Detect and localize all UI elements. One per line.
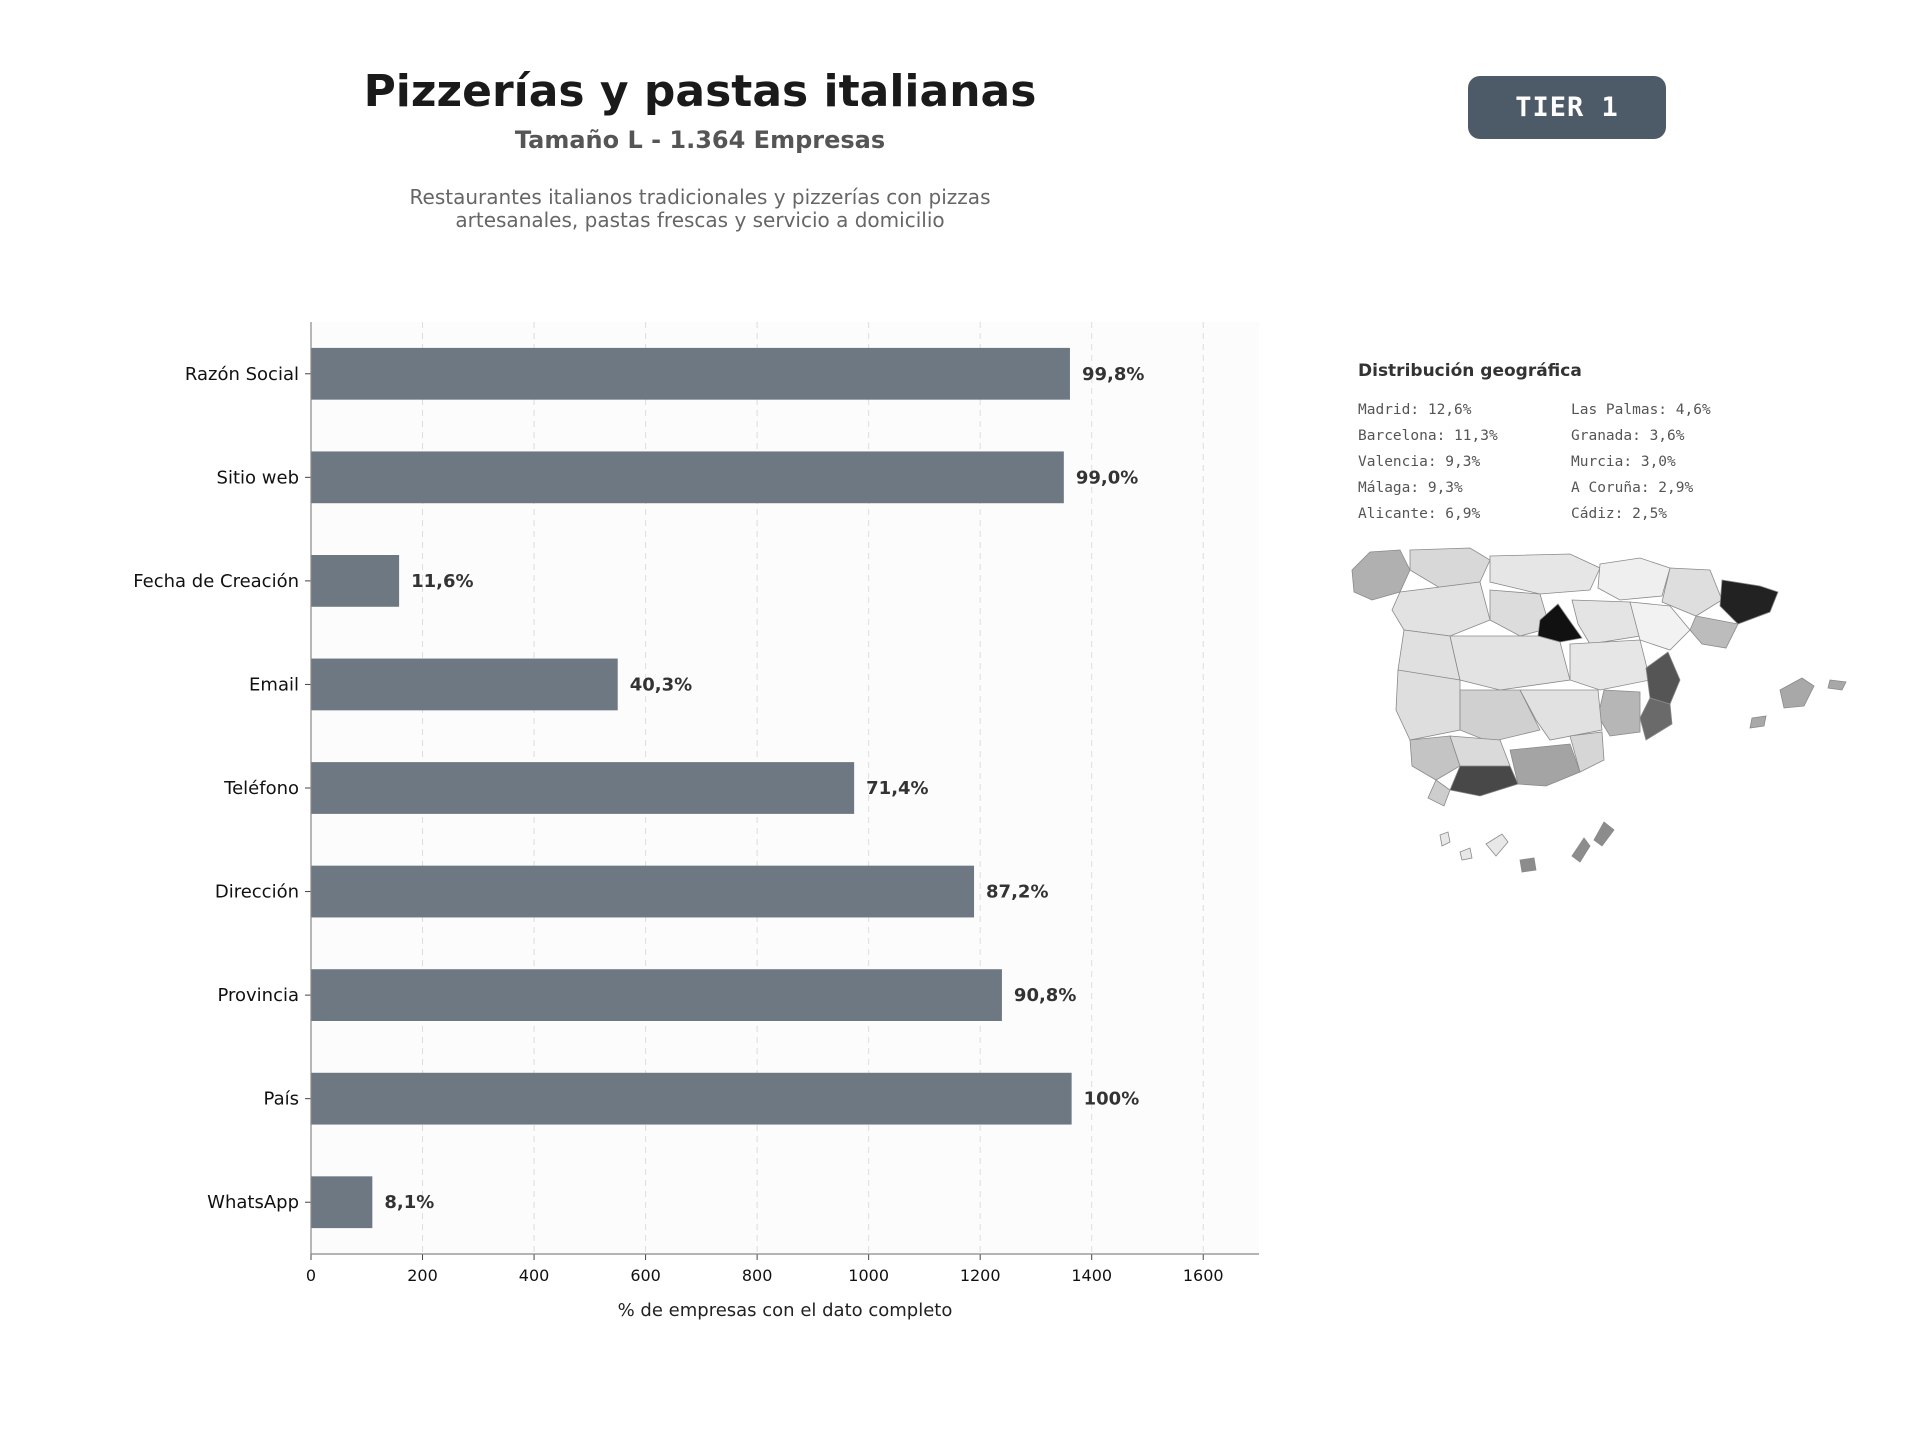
map-region	[1459, 847, 1473, 861]
bar-value-label: 90,8%	[1014, 985, 1076, 1006]
geo-item: Cádiz: 2,5%	[1571, 506, 1668, 522]
x-tick-label: 200	[407, 1266, 438, 1285]
map-region	[1645, 651, 1681, 705]
geo-item: A Coruña: 2,9%	[1571, 480, 1694, 496]
map-region	[1459, 689, 1541, 743]
bar-value-label: 87,2%	[986, 882, 1048, 903]
category-label: Dirección	[215, 882, 299, 903]
x-tick-label: 400	[519, 1266, 550, 1285]
bar	[311, 1176, 373, 1229]
map-region	[1629, 601, 1691, 651]
map-region	[1489, 589, 1551, 637]
geo-list-left: Madrid: 12,6% Barcelona: 11,3% Valencia:…	[1358, 397, 1498, 527]
category-label: Teléfono	[223, 778, 299, 799]
geo-item: Madrid: 12,6%	[1358, 402, 1472, 418]
geo-item: Málaga: 9,3%	[1358, 480, 1463, 496]
category-label: Sitio web	[217, 467, 299, 488]
bar	[311, 658, 618, 711]
map-region	[1489, 553, 1601, 595]
geo-title: Distribución geográfica	[1358, 361, 1582, 381]
bars: 99,8% 99,0% 11,6% 40,3% 71,4% 87,2% 90,8% 100% 8…	[311, 347, 1144, 1229]
description-line-1: Restaurantes italianos tradicionales y p…	[409, 185, 991, 209]
map-region	[1571, 837, 1591, 863]
map-region	[1449, 765, 1519, 797]
map-region	[1509, 743, 1581, 787]
geo-item: Valencia: 9,3%	[1358, 454, 1481, 470]
geo-item: Las Palmas: 4,6%	[1571, 402, 1711, 418]
map-region	[1749, 715, 1767, 729]
x-tick-label: 1200	[960, 1266, 1001, 1285]
category-label: Provincia	[217, 985, 299, 1006]
bar	[311, 969, 1002, 1021]
x-axis-label: % de empresas con el dato completo	[618, 1300, 953, 1321]
bar-value-label: 40,3%	[630, 674, 692, 695]
map-region	[1427, 779, 1451, 807]
map-region	[1391, 581, 1491, 637]
bar-value-label: 99,0%	[1076, 467, 1138, 488]
page-description: Restaurantes italianos tradicionales y p…	[350, 186, 1050, 232]
map-region	[1597, 689, 1641, 737]
map-region	[1449, 635, 1571, 691]
map-region	[1827, 679, 1847, 691]
bar-chart: 99,8% 99,0% 11,6% 40,3% 71,4% 87,2% 90,8% 100% 8…	[133, 322, 1259, 1321]
map-region	[1779, 677, 1815, 709]
x-tick-label: 1400	[1071, 1266, 1112, 1285]
geo-item: Murcia: 3,0%	[1571, 454, 1676, 470]
bar	[311, 762, 855, 814]
bar	[311, 1072, 1072, 1125]
map-region	[1409, 735, 1461, 781]
map-region	[1569, 639, 1651, 691]
axes: 0 200 400 600 800 1000 1200 1400 1600 Razón Socia…	[133, 322, 1259, 1285]
map-region	[1485, 833, 1509, 857]
map-region	[1351, 549, 1411, 601]
map-region	[1569, 731, 1605, 773]
bar-value-label: 71,4%	[866, 778, 928, 799]
bar-value-label: 8,1%	[384, 1192, 434, 1213]
map-region	[1395, 669, 1461, 741]
category-label: Razón Social	[185, 364, 299, 385]
bar-value-label: 11,6%	[411, 571, 473, 592]
page-subtitle: Tamaño L - 1.364 Empresas	[514, 126, 886, 154]
map-region	[1689, 615, 1739, 649]
x-tick-label: 0	[306, 1266, 316, 1285]
map-region	[1719, 579, 1779, 625]
geo-item: Alicante: 6,9%	[1358, 506, 1481, 522]
category-label: Email	[249, 674, 299, 695]
category-label: WhatsApp	[207, 1192, 299, 1213]
description-line-2: artesanales, pastas frescas y servicio a…	[455, 208, 945, 232]
category-label: Fecha de Creación	[133, 571, 299, 592]
bar-value-label: 99,8%	[1082, 364, 1144, 385]
map-region	[1519, 857, 1537, 873]
category-label: País	[264, 1089, 299, 1110]
x-tick-label: 1000	[848, 1266, 889, 1285]
x-tick-label: 800	[742, 1266, 773, 1285]
x-tick-label: 600	[630, 1266, 661, 1285]
page-title: Pizzerías y pastas italianas	[363, 66, 1037, 117]
map-region	[1639, 697, 1673, 741]
map-region	[1439, 831, 1451, 847]
geo-item: Barcelona: 11,3%	[1358, 428, 1498, 444]
geo-list-right: Las Palmas: 4,6% Granada: 3,6% Murcia: 3…	[1571, 397, 1711, 527]
bar	[311, 555, 400, 607]
map-region	[1571, 599, 1641, 645]
bar-value-label: 100%	[1084, 1089, 1140, 1110]
map-region	[1593, 821, 1615, 847]
geo-item: Granada: 3,6%	[1571, 428, 1685, 444]
bar	[311, 865, 975, 918]
map-region	[1597, 557, 1671, 601]
bar	[311, 347, 1070, 400]
tier-badge: TIER 1	[1468, 76, 1666, 139]
map-region	[1661, 567, 1723, 617]
bar	[311, 451, 1064, 504]
spain-map	[1351, 547, 1847, 873]
x-tick-label: 1600	[1183, 1266, 1224, 1285]
